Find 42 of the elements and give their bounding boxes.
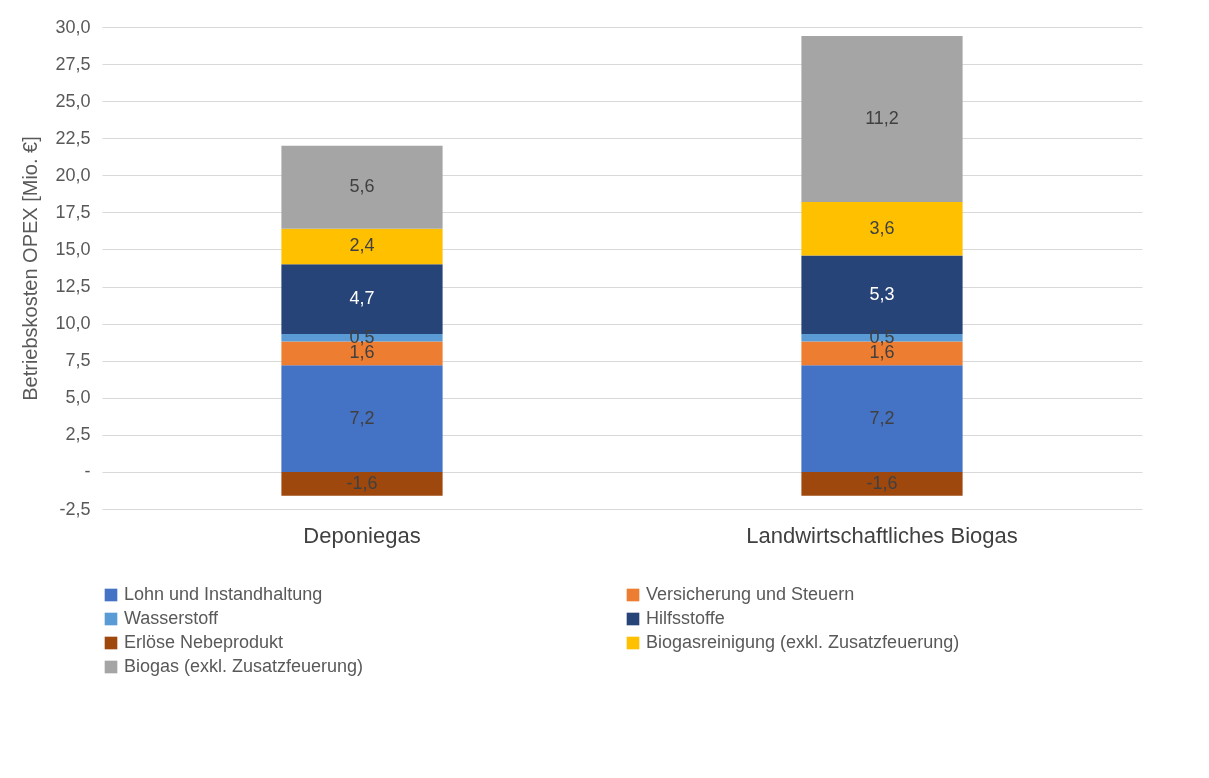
bar	[801, 365, 963, 472]
y-axis-title: Betriebskosten OPEX [Mio. €]	[19, 136, 42, 401]
bar	[281, 471, 443, 496]
y-tick-label: 10,0	[55, 313, 91, 334]
data-label: -1,6	[346, 472, 378, 493]
y-tick-label: 12,5	[55, 276, 91, 297]
legend-label: Versicherung und Steuern	[646, 584, 855, 604]
y-tick-label: 2,5	[65, 424, 91, 445]
data-label: 4,7	[349, 288, 375, 309]
legend-label: Wasserstoff	[124, 608, 220, 628]
y-tick-label: 15,0	[55, 238, 91, 259]
y-tick-label: 20,0	[55, 164, 91, 185]
data-label: 2,4	[349, 235, 375, 256]
y-tick-label: 25,0	[55, 90, 91, 111]
y-tick-label: 30,0	[55, 16, 91, 37]
legend-label: Lohn und Instandhaltung	[124, 584, 323, 604]
y-tick-label: 17,5	[55, 201, 91, 222]
bar	[281, 365, 443, 472]
y-tick-label: -	[84, 461, 91, 482]
bar	[801, 202, 963, 256]
data-label: 5,6	[349, 176, 375, 197]
y-tick-label: 5,0	[65, 387, 91, 408]
bar	[801, 35, 963, 202]
data-label: 5,3	[869, 283, 895, 304]
x-tick-label: Landwirtschaftliches Biogas	[746, 522, 1018, 548]
data-label: 7,2	[349, 407, 375, 428]
bar	[281, 228, 443, 265]
legend-label: Erlöse Nebeprodukt	[124, 632, 284, 652]
data-label: 7,2	[869, 407, 895, 428]
legend-label: Biogas (exkl. Zusatzfeuerung)	[124, 656, 364, 676]
data-label: -1,6	[866, 472, 898, 493]
x-tick-label: Deponiegas	[303, 522, 421, 548]
bar	[281, 145, 443, 229]
y-tick-label: 27,5	[55, 53, 91, 74]
legend-label: Hilfsstoffe	[646, 608, 725, 628]
y-tick-label: 22,5	[55, 127, 91, 148]
bar	[801, 471, 963, 496]
y-tick-label: -2,5	[59, 498, 91, 519]
legend-label: Biogasreinigung (exkl. Zusatzfeuerung)	[646, 632, 960, 652]
data-label: 11,2	[865, 107, 899, 128]
y-tick-label: 7,5	[65, 350, 91, 371]
data-label: 3,6	[869, 217, 895, 238]
